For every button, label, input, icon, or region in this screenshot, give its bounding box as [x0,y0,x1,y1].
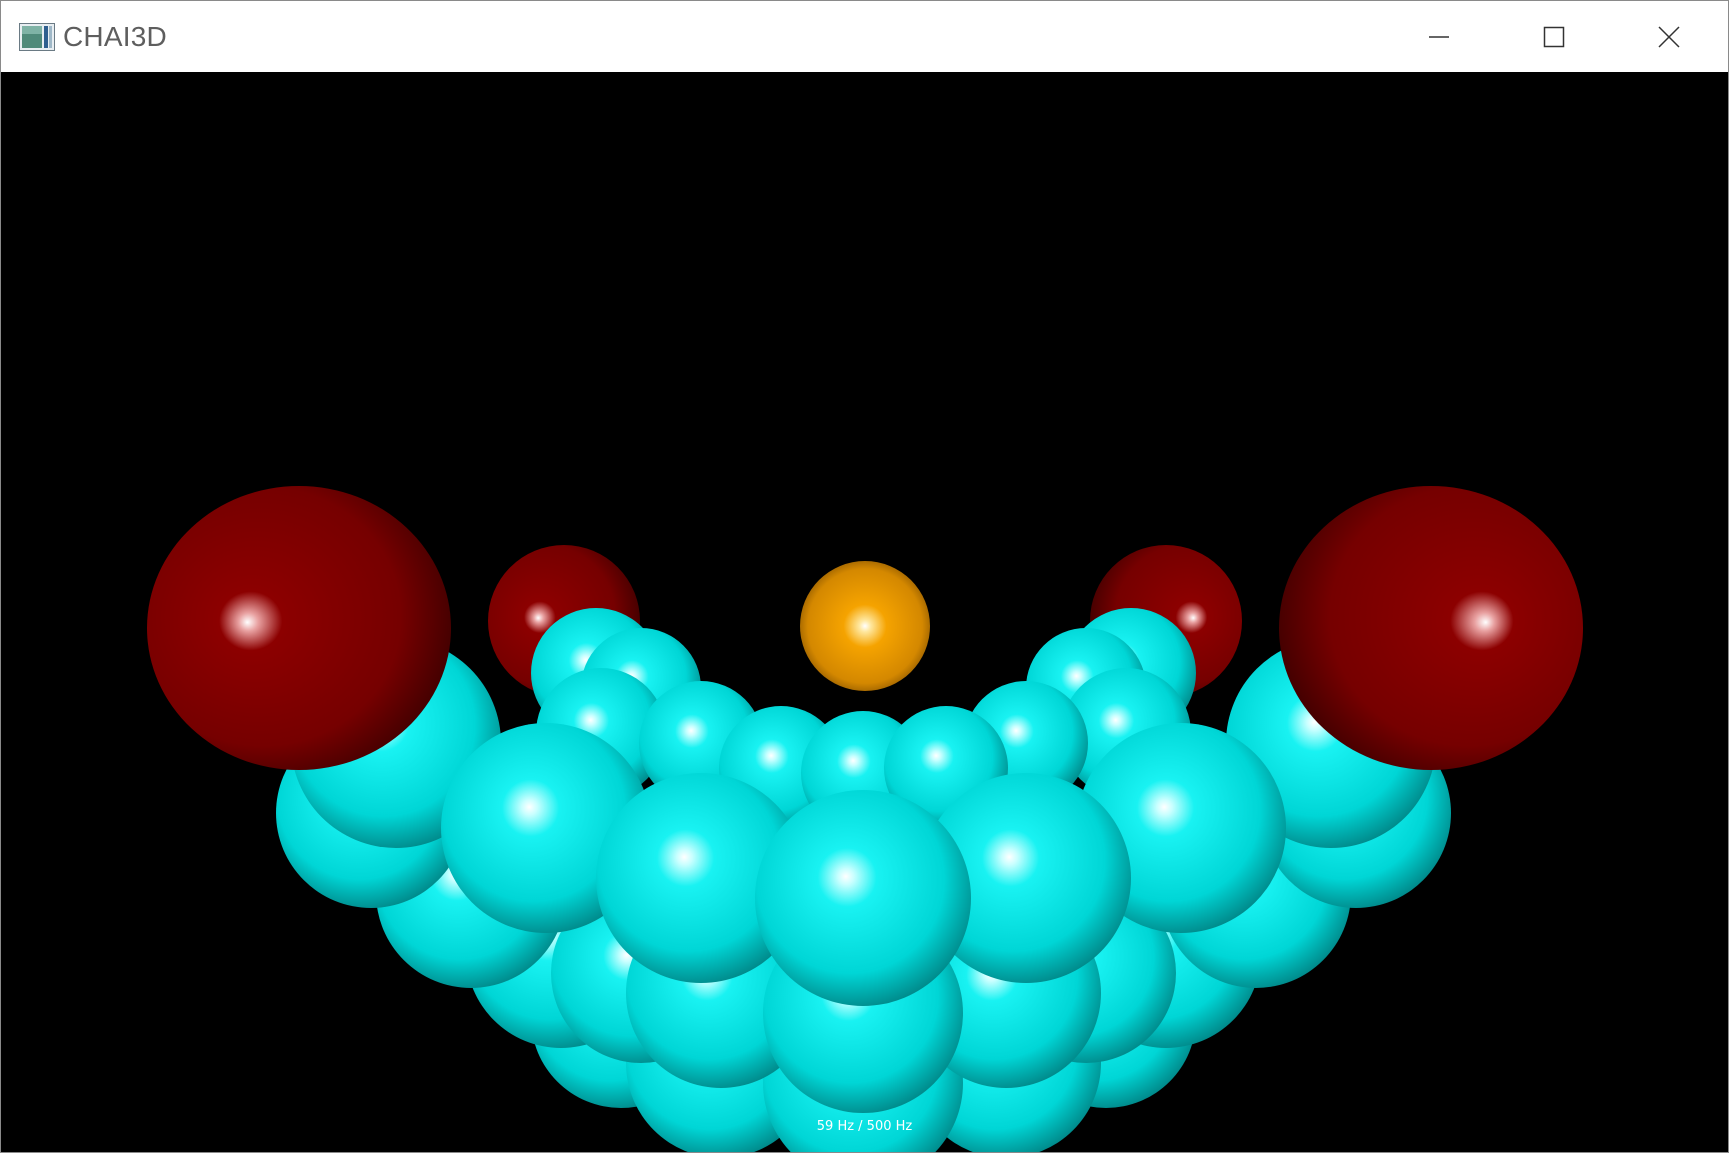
minimize-button[interactable] [1381,1,1496,72]
window-title: CHAI3D [63,21,167,52]
close-icon [1657,25,1680,48]
red-end-cap-right [1279,486,1583,770]
red-end-cap-left [147,486,451,770]
maximize-button[interactable] [1496,1,1611,72]
maximize-icon [1543,26,1565,48]
app-icon [19,23,55,51]
cyan-sphere-cluster [276,608,1451,1152]
minimize-icon [1428,26,1450,48]
sphere-scene [147,486,1583,1152]
close-button[interactable] [1611,1,1726,72]
frequency-status: 59 Hz / 500 Hz [816,1119,913,1134]
render-viewport[interactable]: 59 Hz / 500 Hz [1,73,1728,1152]
cursor-sphere [800,561,930,691]
title-bar[interactable]: CHAI3D [1,1,1728,72]
